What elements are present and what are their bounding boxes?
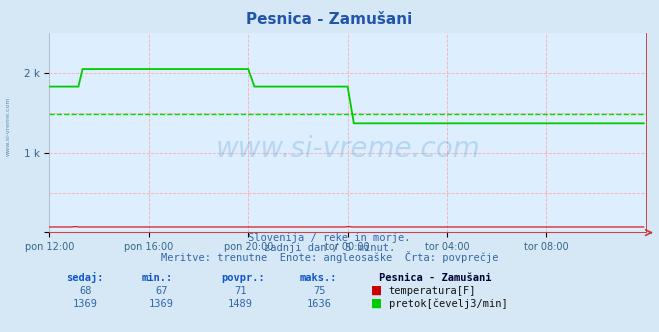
Text: zadnji dan / 5 minut.: zadnji dan / 5 minut. <box>264 243 395 253</box>
Text: pretok[čevelj3/min]: pretok[čevelj3/min] <box>389 298 507 309</box>
Text: 1369: 1369 <box>149 299 174 309</box>
Text: 1369: 1369 <box>73 299 98 309</box>
Text: ■: ■ <box>371 284 382 297</box>
Text: www.si-vreme.com: www.si-vreme.com <box>5 96 11 156</box>
Text: 67: 67 <box>156 286 167 296</box>
Text: 1489: 1489 <box>228 299 253 309</box>
Text: Pesnica - Zamušani: Pesnica - Zamušani <box>379 273 492 283</box>
Text: 71: 71 <box>235 286 246 296</box>
Text: Pesnica - Zamušani: Pesnica - Zamušani <box>246 12 413 27</box>
Text: 75: 75 <box>314 286 326 296</box>
Text: 1636: 1636 <box>307 299 332 309</box>
Text: Meritve: trenutne  Enote: angleosaške  Črta: povprečje: Meritve: trenutne Enote: angleosaške Črt… <box>161 251 498 263</box>
Text: min.:: min.: <box>142 273 173 283</box>
Text: 68: 68 <box>80 286 92 296</box>
Text: ■: ■ <box>371 297 382 310</box>
Text: maks.:: maks.: <box>300 273 337 283</box>
Text: povpr.:: povpr.: <box>221 273 264 283</box>
Text: sedaj:: sedaj: <box>66 272 103 283</box>
Text: www.si-vreme.com: www.si-vreme.com <box>215 135 480 163</box>
Text: temperatura[F]: temperatura[F] <box>389 286 476 296</box>
Text: Slovenija / reke in morje.: Slovenija / reke in morje. <box>248 233 411 243</box>
